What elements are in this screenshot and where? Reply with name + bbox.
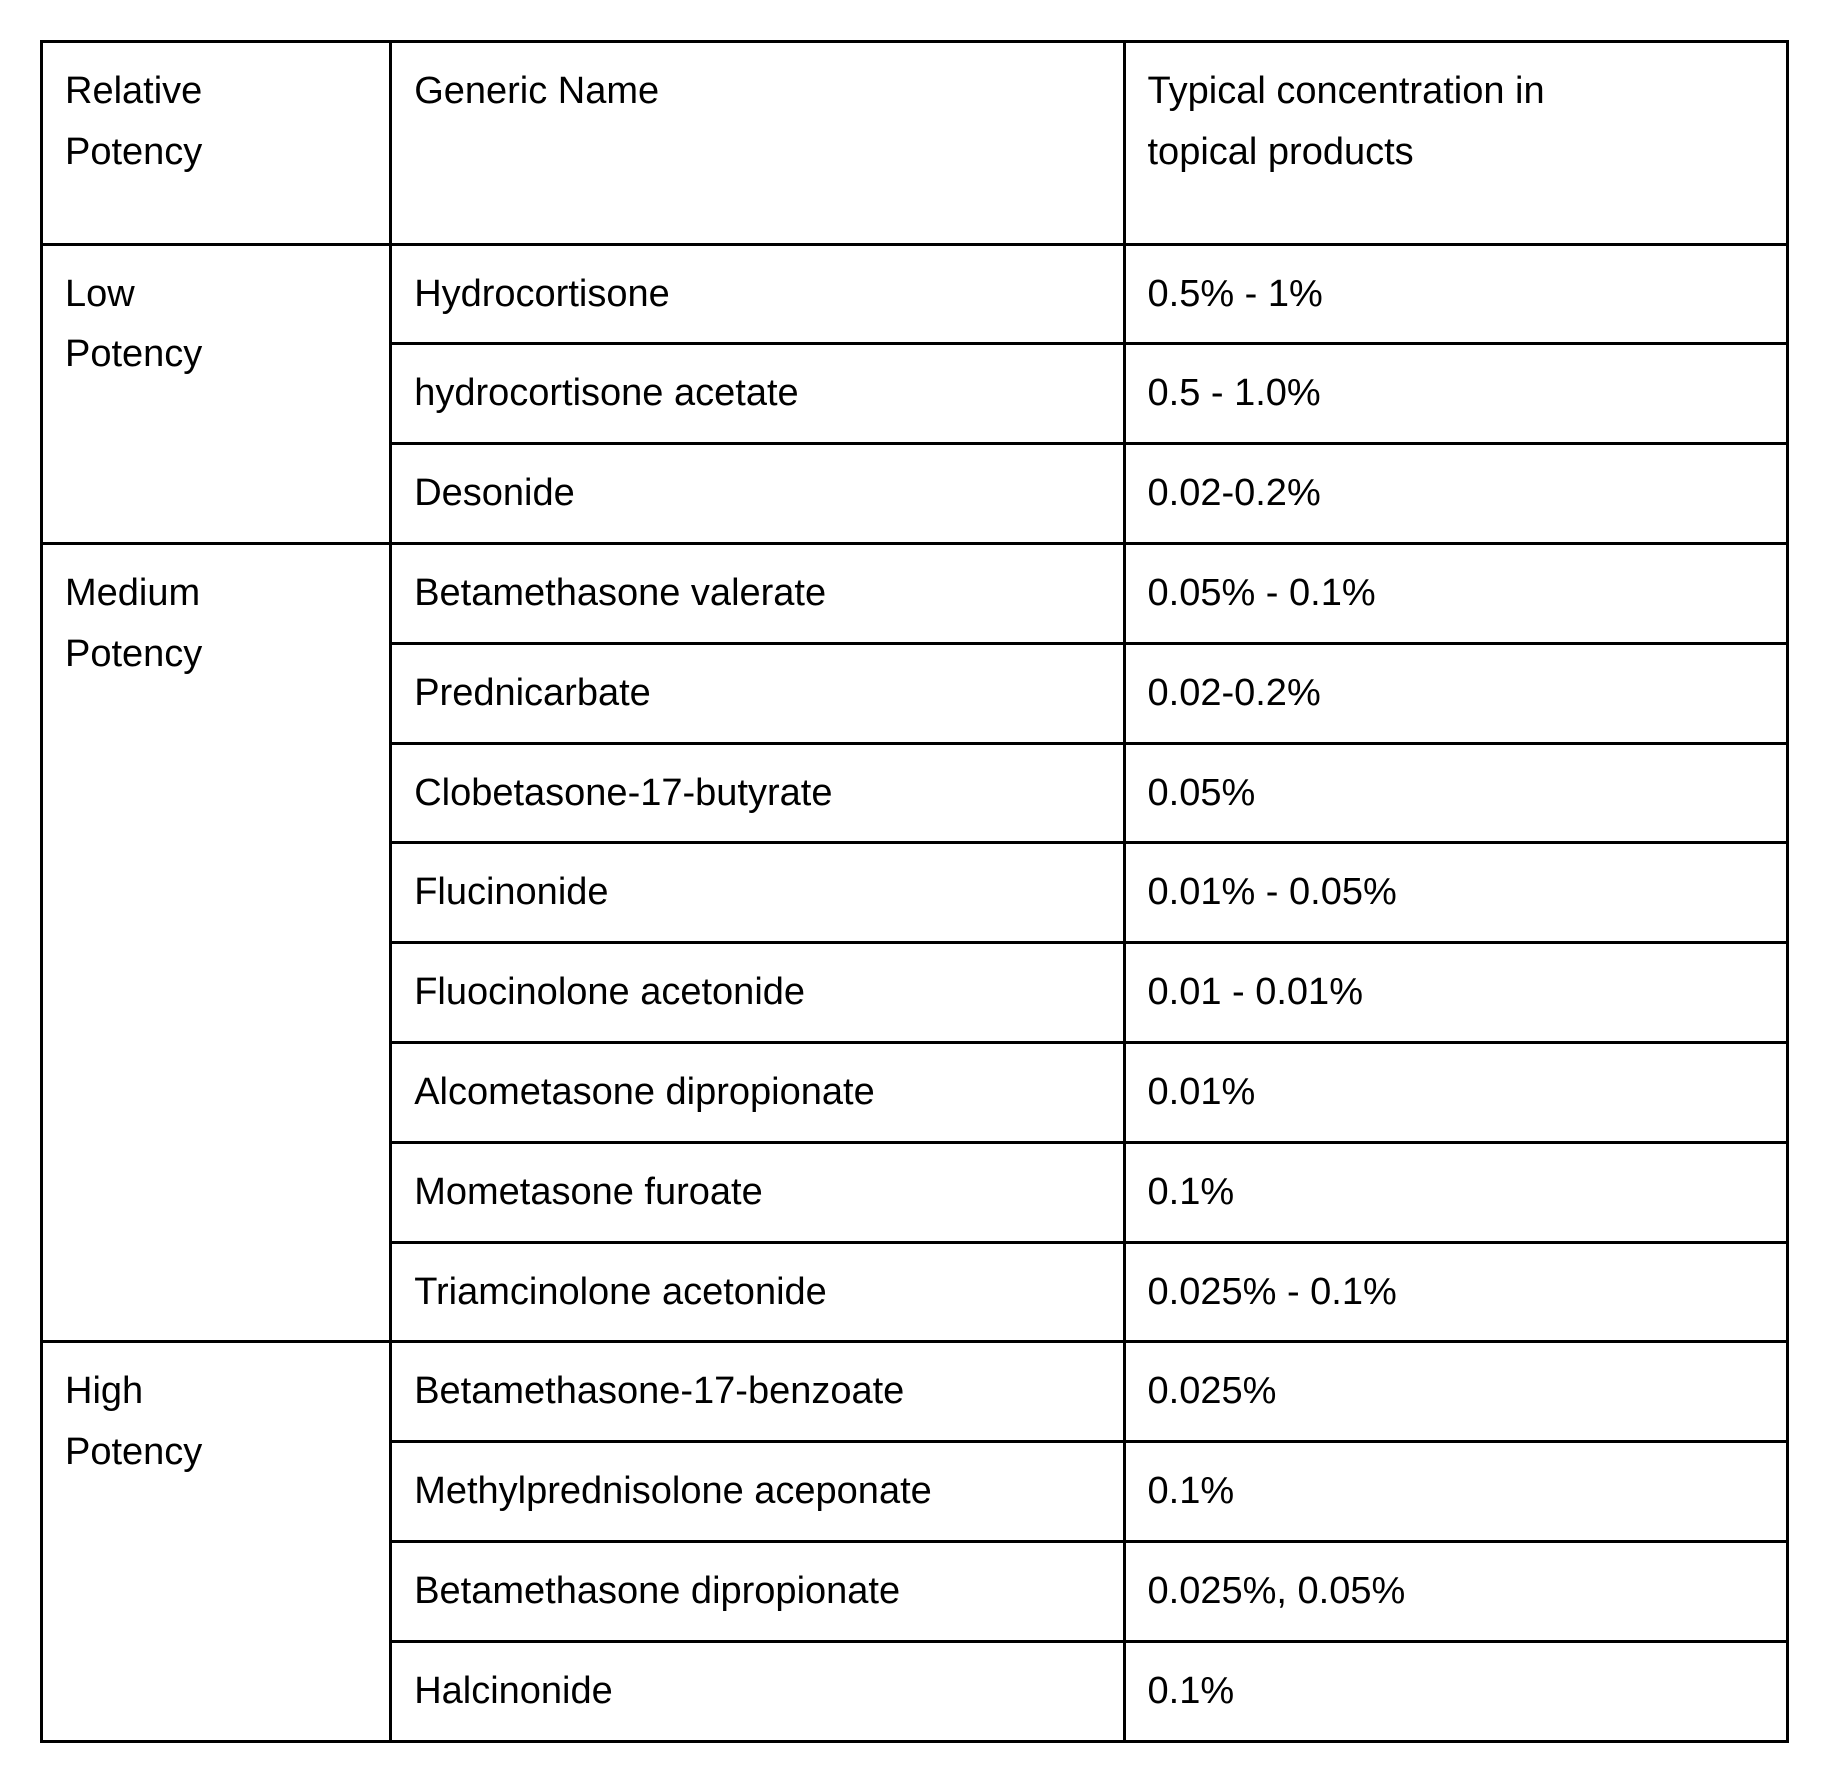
generic-name-cell: Betamethasone dipropionate bbox=[391, 1541, 1124, 1641]
header-concentration: Typical concentration in topical product… bbox=[1124, 42, 1788, 245]
concentration-cell: 0.025% - 0.1% bbox=[1124, 1242, 1788, 1342]
header-text: Typical concentration in bbox=[1148, 70, 1545, 112]
concentration-cell: 0.01 - 0.01% bbox=[1124, 943, 1788, 1043]
concentration-cell: 0.02-0.2% bbox=[1124, 643, 1788, 743]
generic-name-cell: Halcinonide bbox=[391, 1641, 1124, 1741]
concentration-cell: 0.5% - 1% bbox=[1124, 244, 1788, 344]
generic-name-cell: Triamcinolone acetonide bbox=[391, 1242, 1124, 1342]
table-header-row: Relative Potency Generic Name Typical co… bbox=[42, 42, 1788, 245]
concentration-cell: 0.1% bbox=[1124, 1641, 1788, 1741]
generic-name-cell: Fluocinolone acetonide bbox=[391, 943, 1124, 1043]
header-relative-potency: Relative Potency bbox=[42, 42, 391, 245]
header-generic-name: Generic Name bbox=[391, 42, 1124, 245]
concentration-cell: 0.05% - 0.1% bbox=[1124, 543, 1788, 643]
group-label: High bbox=[65, 1370, 143, 1412]
concentration-cell: 0.02-0.2% bbox=[1124, 444, 1788, 544]
group-medium-potency: Medium Potency bbox=[42, 543, 391, 1341]
table-row: Medium Potency Betamethasone valerate 0.… bbox=[42, 543, 1788, 643]
generic-name-cell: Hydrocortisone bbox=[391, 244, 1124, 344]
group-label: Medium bbox=[65, 572, 200, 614]
concentration-cell: 0.025%, 0.05% bbox=[1124, 1541, 1788, 1641]
concentration-cell: 0.05% bbox=[1124, 743, 1788, 843]
group-label: Potency bbox=[65, 333, 202, 375]
header-text: Relative bbox=[65, 70, 202, 112]
generic-name-cell: hydrocortisone acetate bbox=[391, 344, 1124, 444]
table-row: Low Potency Hydrocortisone 0.5% - 1% bbox=[42, 244, 1788, 344]
generic-name-cell: Clobetasone-17-butyrate bbox=[391, 743, 1124, 843]
concentration-cell: 0.1% bbox=[1124, 1442, 1788, 1542]
group-label: Potency bbox=[65, 1431, 202, 1473]
concentration-cell: 0.1% bbox=[1124, 1142, 1788, 1242]
concentration-cell: 0.5 - 1.0% bbox=[1124, 344, 1788, 444]
header-text: Potency bbox=[65, 131, 202, 173]
group-label: Potency bbox=[65, 633, 202, 675]
group-high-potency: High Potency bbox=[42, 1342, 391, 1741]
concentration-cell: 0.01% bbox=[1124, 1042, 1788, 1142]
generic-name-cell: Alcometasone dipropionate bbox=[391, 1042, 1124, 1142]
header-text: topical products bbox=[1148, 131, 1414, 173]
concentration-cell: 0.025% bbox=[1124, 1342, 1788, 1442]
generic-name-cell: Methylprednisolone aceponate bbox=[391, 1442, 1124, 1542]
header-text: Generic Name bbox=[414, 70, 659, 112]
generic-name-cell: Prednicarbate bbox=[391, 643, 1124, 743]
generic-name-cell: Flucinonide bbox=[391, 843, 1124, 943]
group-label: Low bbox=[65, 273, 135, 315]
generic-name-cell: Desonide bbox=[391, 444, 1124, 544]
generic-name-cell: Mometasone furoate bbox=[391, 1142, 1124, 1242]
group-low-potency: Low Potency bbox=[42, 244, 391, 543]
table-row: High Potency Betamethasone-17-benzoate 0… bbox=[42, 1342, 1788, 1442]
generic-name-cell: Betamethasone valerate bbox=[391, 543, 1124, 643]
generic-name-cell: Betamethasone-17-benzoate bbox=[391, 1342, 1124, 1442]
corticosteroid-potency-table: Relative Potency Generic Name Typical co… bbox=[40, 40, 1789, 1743]
concentration-cell: 0.01% - 0.05% bbox=[1124, 843, 1788, 943]
